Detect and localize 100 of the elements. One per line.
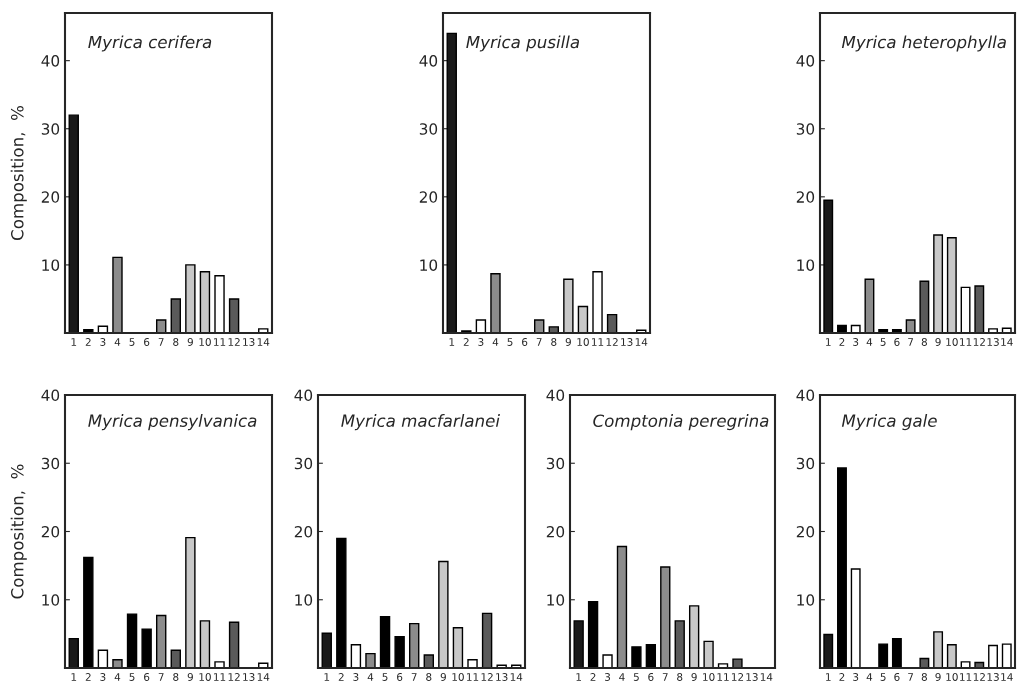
x-tick-label: 12	[731, 673, 744, 681]
x-tick-label: 8	[921, 338, 927, 346]
bar	[946, 236, 957, 333]
y-tick-label: 20	[546, 525, 565, 538]
bar	[350, 644, 362, 668]
bar	[606, 313, 618, 333]
x-tick-label: 14	[635, 338, 648, 346]
x-tick-label: 7	[662, 673, 668, 681]
bar	[214, 661, 225, 668]
x-tick-label: 4	[619, 673, 625, 681]
x-tick-label: 4	[492, 338, 499, 346]
x-tick-label: 2	[85, 338, 91, 346]
x-tick-label: 11	[960, 673, 972, 681]
bar	[170, 298, 182, 333]
y-tick-label: 20	[41, 525, 60, 538]
x-tick-label: 13	[243, 673, 255, 681]
bar	[933, 234, 944, 333]
x-tick-label: 7	[158, 338, 164, 346]
x-tick-label: 5	[880, 338, 886, 346]
x-tick-label: 3	[100, 673, 106, 681]
x-tick-label: 1	[71, 673, 77, 681]
x-tick-label: 5	[880, 673, 886, 681]
x-tick-label: 2	[463, 338, 469, 346]
bar	[960, 286, 971, 333]
x-tick-label: 2	[839, 673, 845, 681]
bar	[155, 319, 167, 333]
x-tick-label: 3	[353, 673, 359, 681]
bar	[563, 278, 574, 333]
x-tick-label: 8	[921, 673, 927, 681]
x-tick-label: 11	[960, 338, 972, 346]
bar	[688, 605, 700, 668]
x-tick-label: 10	[703, 673, 715, 681]
bar	[891, 637, 902, 668]
x-tick-label: 9	[935, 338, 941, 346]
text: Comptonia peregrina	[593, 414, 769, 431]
x-tick-label: 8	[426, 673, 432, 681]
x-tick-label: 10	[199, 673, 211, 681]
y-tick-label: 10	[547, 594, 565, 606]
x-tick-label: 8	[173, 338, 179, 346]
bar	[97, 325, 109, 333]
bar	[185, 536, 196, 668]
bar	[837, 467, 847, 668]
x-tick-label: 5	[129, 338, 135, 346]
x-tick-label: 14	[760, 673, 773, 681]
bar	[408, 622, 420, 668]
x-tick-label: 5	[382, 673, 388, 681]
x-tick-label: 5	[633, 673, 639, 681]
bar	[960, 661, 971, 668]
x-tick-label: 7	[411, 673, 417, 681]
x-tick-label: 2	[839, 338, 845, 346]
x-tick-label: 3	[605, 673, 611, 681]
y-tick-label: 40	[796, 55, 815, 67]
bar	[919, 657, 930, 668]
x-tick-label: 6	[522, 338, 528, 346]
bar	[336, 537, 347, 668]
x-tick-label: 10	[577, 338, 589, 346]
text: Myrica gale	[841, 414, 937, 431]
bar	[83, 556, 94, 668]
text: Myrica macfarlanei	[341, 414, 500, 431]
x-tick-label: 11	[717, 673, 729, 681]
x-tick-label: 9	[691, 673, 697, 681]
y-tick-label: 40	[796, 389, 815, 402]
x-tick-label: 4	[114, 338, 121, 346]
x-tick-label: 9	[440, 673, 446, 681]
bar	[988, 644, 998, 668]
y-tick-label: 10	[295, 594, 313, 606]
bar	[732, 658, 743, 668]
y-tick-label: 40	[419, 55, 438, 67]
bar	[481, 612, 493, 668]
x-tick-label: 6	[144, 338, 150, 346]
x-tick-label: 1	[576, 673, 582, 681]
x-tick-label: 1	[449, 338, 455, 346]
y-tick-label: 30	[294, 457, 313, 470]
bar	[199, 271, 211, 333]
y-tick-label: 10	[797, 594, 815, 606]
x-tick-label: 6	[894, 338, 900, 346]
bar	[141, 628, 152, 668]
bar	[112, 659, 123, 668]
x-tick-label: 12	[973, 338, 985, 346]
bar	[1001, 643, 1012, 668]
bar	[490, 273, 501, 333]
bar	[452, 627, 464, 668]
x-tick-label: 4	[114, 673, 121, 681]
bar	[185, 264, 196, 333]
x-tick-label: 9	[187, 338, 193, 346]
y-tick-label: 30	[546, 457, 565, 470]
x-tick-label: 3	[853, 338, 859, 346]
x-tick-label: 1	[324, 673, 330, 681]
x-tick-label: 8	[173, 673, 179, 681]
y-tick-label: 30	[796, 123, 815, 135]
x-tick-label: 11	[467, 673, 479, 681]
x-tick-label: 13	[496, 673, 508, 681]
y-tick-label: 30	[419, 123, 438, 135]
y-tick-label: 10	[42, 259, 60, 271]
x-tick-label: 7	[536, 338, 542, 346]
bar	[126, 613, 138, 668]
bar	[379, 616, 391, 668]
bar	[467, 659, 478, 668]
bar	[905, 319, 916, 333]
x-tick-label: 4	[866, 673, 873, 681]
